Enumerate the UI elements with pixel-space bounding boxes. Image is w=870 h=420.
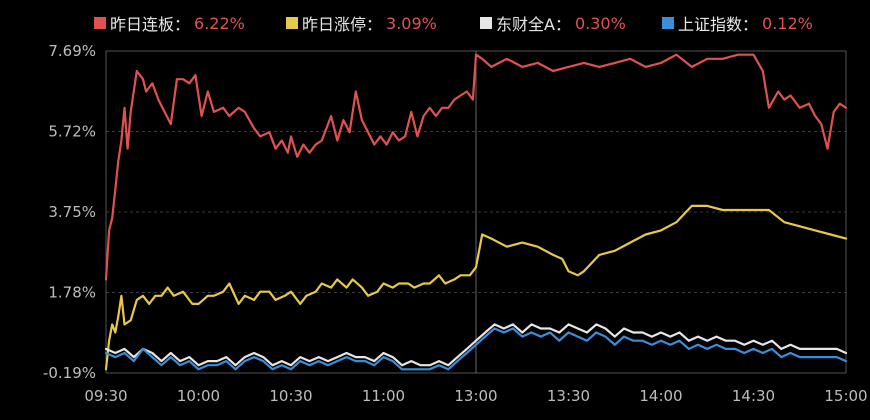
series-line-3 <box>104 327 848 371</box>
x-tick-label: 11:00 <box>362 387 405 405</box>
legend-value: 0.12% <box>762 13 813 33</box>
legend-label: 昨日涨停： <box>302 15 383 34</box>
x-tick-label: 09:30 <box>84 387 127 405</box>
series-line-1 <box>104 204 848 371</box>
x-tick-label: 14:30 <box>732 387 775 405</box>
legend-label: 上证指数： <box>678 15 759 34</box>
y-tick-label: 3.75% <box>48 203 96 221</box>
legend-swatch-quana <box>480 17 492 29</box>
x-tick-label: 13:00 <box>454 387 497 405</box>
y-tick-label: 1.78% <box>48 284 96 302</box>
legend-item-zhangting[interactable]: 昨日涨停： 3.09% <box>286 12 437 34</box>
x-tick-label: 15:00 <box>824 387 867 405</box>
series-line-2 <box>104 323 848 367</box>
y-tick-label: 5.72% <box>48 123 96 141</box>
legend-item-lianban[interactable]: 昨日连板： 6.22% <box>94 12 245 34</box>
y-tick-label: -0.19% <box>43 364 96 382</box>
x-tick-label: 10:00 <box>177 387 220 405</box>
x-tick-label: 13:30 <box>547 387 590 405</box>
x-tick-label: 14:00 <box>639 387 682 405</box>
chart-legend: 昨日连板： 6.22% 昨日涨停： 3.09% 东财全A： 0.30% 上证指数… <box>0 0 870 40</box>
legend-label: 昨日连板： <box>110 15 191 34</box>
series-line-0 <box>104 53 848 281</box>
y-tick-label: 7.69% <box>48 42 96 60</box>
legend-value: 6.22% <box>194 13 245 33</box>
x-tick-label: 10:30 <box>269 387 312 405</box>
legend-item-quana[interactable]: 东财全A： 0.30% <box>480 12 626 34</box>
legend-swatch-shangzheng <box>662 17 674 29</box>
legend-item-shangzheng[interactable]: 上证指数： 0.12% <box>662 12 813 34</box>
legend-value: 0.30% <box>574 13 626 33</box>
legend-label: 东财全A： <box>496 15 571 34</box>
legend-value: 3.09% <box>386 13 437 33</box>
legend-swatch-lianban <box>94 17 106 29</box>
legend-swatch-zhangting <box>286 17 298 29</box>
